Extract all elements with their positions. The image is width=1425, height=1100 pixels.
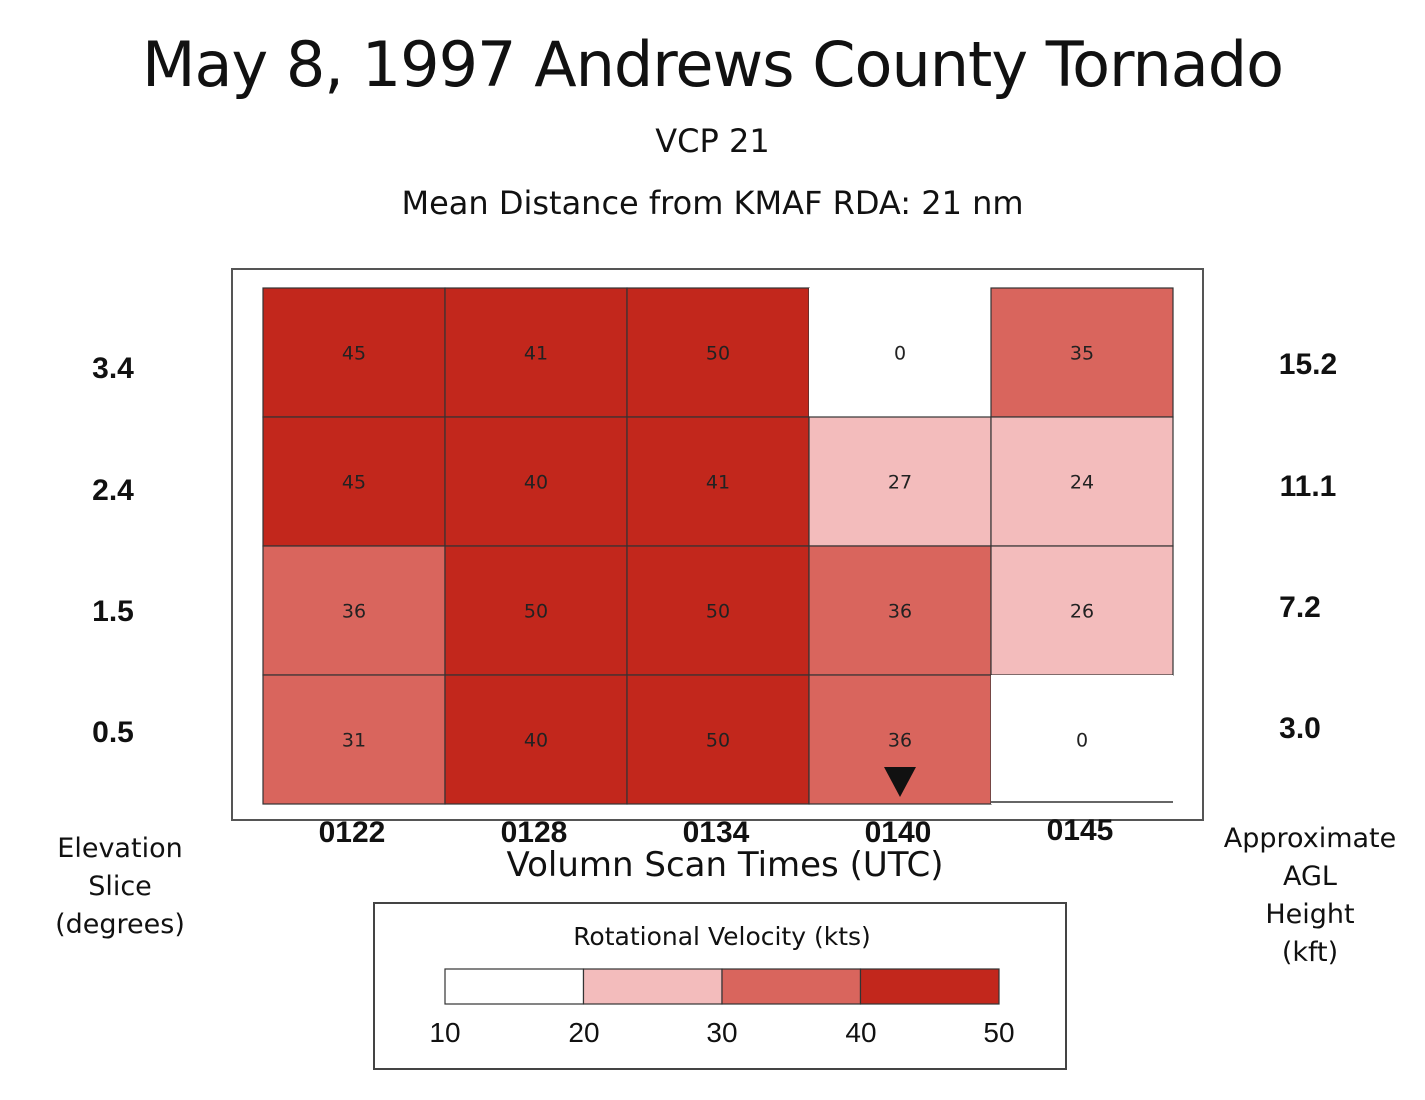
- left-axis-title-line: Elevation: [57, 833, 183, 864]
- legend-tick: 10: [429, 1017, 461, 1048]
- cell-value-label: 31: [342, 730, 366, 752]
- distance-label: Mean Distance from KMAF RDA: 21 nm: [401, 184, 1024, 222]
- heatmap-cell: [991, 675, 1173, 804]
- row-label-elevation: 3.4: [92, 352, 134, 385]
- cell-value-label: 41: [706, 472, 730, 494]
- heatmap-cell: [262, 674, 446, 805]
- cell-value-label: 36: [342, 601, 366, 623]
- x-axis-title: Volumn Scan Times (UTC): [506, 845, 944, 885]
- heatmap-cell: [808, 545, 992, 676]
- cell-value-label: 27: [888, 472, 912, 494]
- right-axis-title-line: Approximate: [1223, 823, 1397, 854]
- heatmap-cell: [626, 287, 810, 418]
- cell-value-label: 50: [706, 730, 730, 752]
- x-tick-label: 0134: [682, 816, 750, 849]
- cell-value-label: 41: [524, 343, 548, 365]
- cell-value-label: 50: [706, 343, 730, 365]
- heatmap-cell: [444, 545, 628, 676]
- x-tick-label: 0140: [864, 816, 932, 849]
- legend-swatch: [582, 968, 723, 1005]
- heatmap-cell: [444, 674, 628, 805]
- heatmap-cell: [626, 545, 810, 676]
- left-axis-title-line: (degrees): [55, 909, 185, 940]
- chart-title: May 8, 1997 Andrews County Tornado: [141, 28, 1284, 101]
- legend-swatch: [444, 968, 585, 1005]
- heatmap-cell: [262, 416, 446, 547]
- right-axis-title: Approximate AGL Height (kft): [1205, 820, 1415, 972]
- row-label-height: 15.2: [1278, 348, 1338, 381]
- heatmap-cell: [626, 674, 810, 805]
- tornado-marker-triangle: [884, 767, 916, 797]
- row-label-elevation: 1.5: [92, 595, 134, 628]
- row-label-height: 7.2: [1279, 591, 1321, 624]
- left-axis-title-line: Slice: [88, 871, 152, 902]
- right-axis-title-line: Height: [1265, 899, 1355, 930]
- heatmap-cell: [444, 287, 628, 418]
- cell-value-label: 26: [1070, 601, 1094, 623]
- heatmap-cell: [990, 545, 1174, 676]
- legend: Rotational Velocity (kts) 10 20 30 40 50: [373, 902, 1067, 1070]
- legend-swatch: [721, 968, 862, 1005]
- legend-tick: 30: [706, 1017, 738, 1048]
- chart-subtitle: VCP 21: [655, 122, 770, 160]
- x-tick-label: 0145: [1046, 814, 1114, 847]
- heatmap-cell: [809, 288, 991, 417]
- cell-value-label: 36: [888, 730, 912, 752]
- cell-value-label: 24: [1070, 472, 1094, 494]
- row-label-elevation: 2.4: [92, 474, 134, 507]
- cell-value-label: 45: [342, 472, 366, 494]
- cell-value-label: 35: [1070, 343, 1094, 365]
- cell-value-label: 0: [1076, 730, 1088, 752]
- heatmap-cell: [990, 416, 1174, 547]
- heatmap-cell: [262, 545, 446, 676]
- heatmap-cell: [444, 416, 628, 547]
- legend-tick: 50: [983, 1017, 1015, 1048]
- row-label-height: 11.1: [1279, 470, 1337, 503]
- heatmap-cell: [990, 287, 1174, 418]
- cell-value-label: 45: [342, 343, 366, 365]
- cell-value-label: 50: [524, 601, 548, 623]
- legend-swatch: [859, 968, 1000, 1005]
- right-axis-title-line: AGL: [1283, 861, 1337, 892]
- legend-color-bar: [444, 968, 1000, 1005]
- cell-value-label: 40: [524, 730, 548, 752]
- cell-value-label: 50: [706, 601, 730, 623]
- cell-value-label: 40: [524, 472, 548, 494]
- x-tick-label: 0128: [500, 816, 568, 849]
- legend-tick: 20: [568, 1017, 600, 1048]
- x-tick-label: 0122: [318, 816, 386, 849]
- row-label-height: 3.0: [1279, 712, 1321, 745]
- legend-tick: 40: [845, 1017, 877, 1048]
- left-axis-title: Elevation Slice (degrees): [20, 830, 220, 944]
- legend-title: Rotational Velocity (kts): [573, 922, 871, 951]
- right-axis-title-line: (kft): [1281, 937, 1339, 968]
- plot-frame: [231, 268, 1204, 821]
- row-label-elevation: 0.5: [92, 716, 134, 749]
- heatmap-cell: [626, 416, 810, 547]
- cell-value-label: 36: [888, 601, 912, 623]
- cell-value-label: 0: [894, 343, 906, 365]
- heatmap-cell: [808, 416, 992, 547]
